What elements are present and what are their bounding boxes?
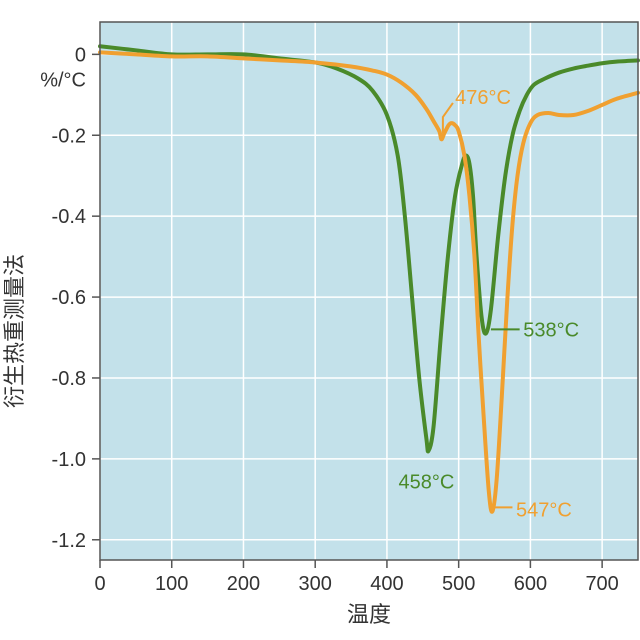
plot-background — [100, 22, 638, 560]
x-axis-title: 温度 — [347, 602, 391, 627]
x-tick-label: 400 — [370, 573, 403, 595]
y-tick-label: -0.2 — [52, 125, 86, 147]
peak-label: 547°C — [516, 500, 572, 522]
x-tick-label: 600 — [514, 573, 547, 595]
x-tick-label: 700 — [585, 573, 618, 595]
x-tick-label: 100 — [155, 573, 188, 595]
peak-label: 538°C — [523, 320, 579, 342]
y-unit-label: %/°C — [40, 69, 86, 91]
y-tick-label: -1.0 — [52, 449, 86, 471]
x-tick-label: 200 — [227, 573, 260, 595]
x-tick-label: 0 — [94, 573, 105, 595]
x-tick-label: 500 — [442, 573, 475, 595]
x-tick-label: 300 — [299, 573, 332, 595]
y-tick-label: -1.2 — [52, 530, 86, 552]
y-axis-title: 衍生热重测量法 — [2, 254, 27, 408]
y-tick-label: -0.6 — [52, 287, 86, 309]
peak-label: 458°C — [398, 471, 454, 493]
y-tick-label: -0.4 — [52, 206, 86, 228]
chart-svg: 476°C 458°C 547°C 538°C 0 100 200 300 400 500 600 7… — [0, 0, 640, 640]
peak-label: 476°C — [455, 87, 511, 109]
dtg-chart: 476°C 458°C 547°C 538°C 0 100 200 300 400 500 600 7… — [0, 0, 640, 640]
y-tick-label: -0.8 — [52, 368, 86, 390]
y-tick-label: 0 — [75, 44, 86, 66]
